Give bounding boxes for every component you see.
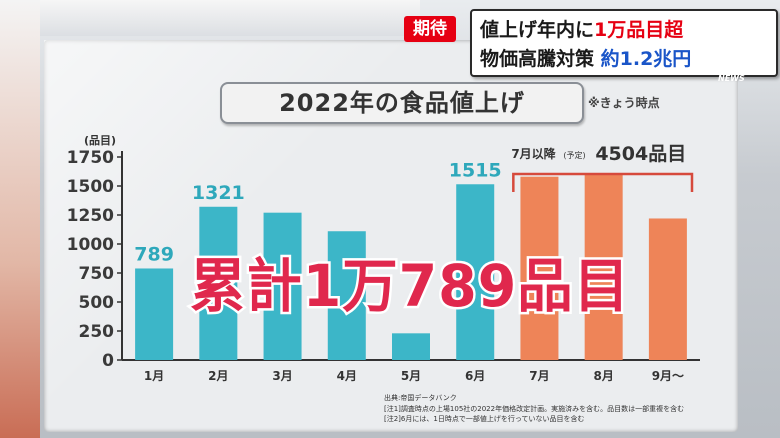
y-tick-label: 1000 <box>67 235 114 255</box>
x-tick-label: 5月 <box>401 369 421 383</box>
bar-2月 <box>199 206 238 360</box>
source-credit: 出典:帝国データバンク <box>384 394 457 402</box>
bracket-note: (予定) <box>563 150 585 160</box>
x-tick-label: 3月 <box>272 369 292 383</box>
bracket-label: 7月以降 <box>511 146 556 161</box>
expectation-badge: 期待 <box>404 16 456 42</box>
bar-4月 <box>327 231 366 360</box>
headline-line-1-prefix: 値上げ年内に <box>480 19 595 41</box>
y-axis-unit: (品目) <box>84 134 116 147</box>
x-tick-label: 2月 <box>208 369 228 383</box>
cumulative-total: 累計1万789品目 <box>190 252 630 320</box>
planned-bracket <box>512 172 694 192</box>
data-label: 1321 <box>192 182 245 204</box>
bar-9月～ <box>648 218 687 360</box>
x-tick-label: 1月 <box>144 369 164 383</box>
bar-8月 <box>584 173 623 360</box>
source-note-2: [注2]6月には、1日時点で一部値上げを行っていない品目を含む <box>384 415 585 423</box>
chart-title-box: 2022年の食品値上げ <box>220 82 584 124</box>
x-tick-label: 6月 <box>465 369 485 383</box>
bar-5月 <box>392 333 430 360</box>
bar-3月 <box>263 212 302 360</box>
bar-6月 <box>456 184 495 360</box>
x-tick-label: 9月～ <box>652 369 684 383</box>
data-label: 1515 <box>449 159 502 181</box>
as-of-note: ※きょう時点 <box>588 96 660 110</box>
studio-backdrop-left <box>0 0 40 438</box>
bar-1月 <box>135 268 174 360</box>
studio-backdrop-top <box>0 0 420 36</box>
headline-line-2-highlight: 約1.2兆円 <box>600 48 692 70</box>
y-tick-label: 250 <box>79 322 115 342</box>
headline-box: 値上げ年内に1万品目超 物価高騰対策 約1.2兆円 <box>470 9 778 77</box>
x-tick-label: 4月 <box>337 369 357 383</box>
y-tick-label: 1250 <box>67 206 114 226</box>
headline-line-2-prefix: 物価高騰対策 <box>480 48 595 70</box>
x-tick-label: 7月 <box>529 369 549 383</box>
x-tick-label: 8月 <box>593 369 613 383</box>
bracket-value: 4504品目 <box>595 143 686 165</box>
headline-line-2: 物価高騰対策 約1.2兆円 <box>480 44 691 71</box>
y-tick-label: 1750 <box>67 148 114 168</box>
data-label: 789 <box>134 243 174 265</box>
source-note-1: [注1]調査時点の上場105社の2022年価格改定計画。実施済みを含む。品目数は… <box>384 405 685 413</box>
y-tick-label: 750 <box>79 264 115 284</box>
news-logo: NEWS <box>718 74 745 83</box>
headline-line-1-highlight: 1万品目超 <box>594 19 684 41</box>
chart-title: 2022年の食品値上げ <box>279 89 525 117</box>
y-tick-label: 1500 <box>67 177 114 197</box>
headline-line-1: 値上げ年内に1万品目超 <box>480 15 683 42</box>
y-tick-label: 500 <box>79 293 115 313</box>
y-tick-label: 0 <box>102 351 114 371</box>
bar-7月 <box>520 176 559 360</box>
